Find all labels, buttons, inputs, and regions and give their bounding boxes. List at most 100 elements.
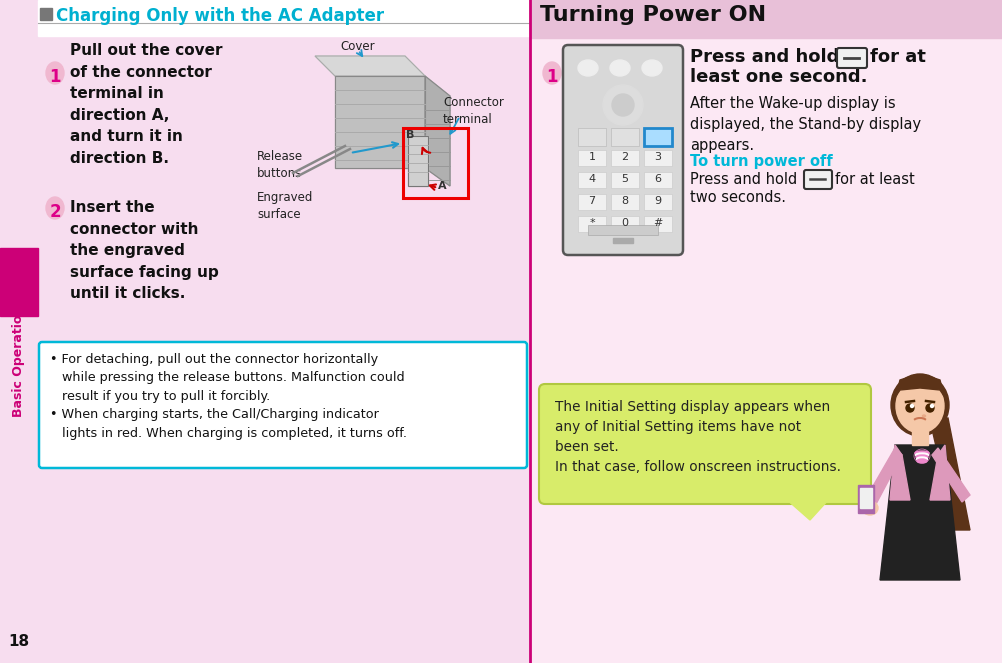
- Text: Turning Power ON: Turning Power ON: [539, 5, 766, 25]
- Text: two seconds.: two seconds.: [689, 190, 786, 205]
- Ellipse shape: [930, 404, 933, 408]
- Bar: [610, 128, 638, 146]
- Bar: [610, 172, 638, 188]
- Text: for at: for at: [869, 48, 925, 66]
- Text: 1: 1: [588, 152, 595, 162]
- Bar: [40, 8, 52, 20]
- FancyBboxPatch shape: [538, 384, 870, 504]
- Bar: [859, 488, 871, 508]
- Ellipse shape: [861, 501, 877, 515]
- Text: Insert the
connector with
the engraved
surface facing up
until it clicks.: Insert the connector with the engraved s…: [70, 200, 218, 302]
- FancyBboxPatch shape: [562, 45, 682, 255]
- Ellipse shape: [577, 60, 597, 76]
- Text: 6: 6: [654, 174, 661, 184]
- FancyBboxPatch shape: [836, 48, 866, 68]
- Ellipse shape: [895, 379, 943, 433]
- Bar: [643, 194, 671, 210]
- Bar: [610, 194, 638, 210]
- FancyBboxPatch shape: [804, 170, 832, 189]
- Bar: [0, 0, 38, 663]
- Ellipse shape: [916, 459, 926, 463]
- Bar: [38, 0, 529, 36]
- Polygon shape: [889, 445, 909, 500]
- Bar: [577, 128, 605, 146]
- Text: 2: 2: [621, 152, 628, 162]
- Polygon shape: [864, 448, 901, 506]
- Text: B: B: [406, 130, 414, 140]
- Text: 7: 7: [588, 196, 595, 206]
- Ellipse shape: [609, 60, 629, 76]
- Bar: [643, 128, 671, 146]
- FancyBboxPatch shape: [39, 342, 526, 468]
- Ellipse shape: [916, 457, 927, 461]
- Polygon shape: [315, 56, 425, 76]
- Bar: [612, 238, 632, 243]
- Bar: [577, 194, 605, 210]
- Ellipse shape: [910, 404, 913, 408]
- Ellipse shape: [641, 60, 661, 76]
- Bar: [857, 485, 873, 513]
- Ellipse shape: [915, 455, 927, 459]
- Bar: [587, 225, 657, 235]
- Bar: [403, 128, 468, 198]
- Text: The Initial Setting display appears when
any of Initial Setting items have not
b: The Initial Setting display appears when…: [554, 400, 840, 474]
- Ellipse shape: [925, 404, 933, 412]
- Text: 8: 8: [621, 196, 628, 206]
- Text: 18: 18: [8, 634, 29, 648]
- Text: Cover: Cover: [340, 40, 375, 53]
- Bar: [577, 150, 605, 166]
- Bar: [643, 128, 671, 146]
- Bar: [911, 430, 927, 445]
- Text: 0: 0: [621, 218, 628, 228]
- Bar: [408, 136, 428, 186]
- Polygon shape: [785, 498, 830, 520]
- Text: • When charging starts, the Call/Charging indicator
   lights in red. When charg: • When charging starts, the Call/Chargin…: [50, 408, 407, 440]
- Bar: [577, 172, 605, 188]
- Polygon shape: [929, 418, 969, 530]
- Text: Engraved
surface: Engraved surface: [257, 191, 313, 221]
- Text: Press and hold: Press and hold: [689, 48, 839, 66]
- Text: 5: 5: [621, 174, 628, 184]
- Ellipse shape: [922, 415, 925, 417]
- Text: *: *: [588, 218, 594, 228]
- Bar: [610, 150, 638, 166]
- Text: 3: 3: [654, 152, 661, 162]
- Bar: [0, 248, 38, 316]
- Bar: [529, 0, 1002, 663]
- Bar: [577, 216, 605, 232]
- Bar: [0, 0, 529, 663]
- Polygon shape: [425, 76, 450, 186]
- Bar: [643, 172, 671, 188]
- Text: A: A: [438, 181, 446, 191]
- Text: least one second.: least one second.: [689, 68, 867, 86]
- Text: After the Wake-up display is
displayed, the Stand-by display
appears.: After the Wake-up display is displayed, …: [689, 96, 920, 153]
- Ellipse shape: [542, 62, 560, 84]
- Ellipse shape: [611, 94, 633, 116]
- Text: • For detaching, pull out the connector horizontally
   while pressing the relea: • For detaching, pull out the connector …: [50, 353, 404, 403]
- Ellipse shape: [46, 197, 64, 219]
- Bar: [643, 150, 671, 166]
- Polygon shape: [895, 375, 943, 396]
- Ellipse shape: [915, 453, 928, 457]
- Text: 9: 9: [653, 196, 661, 206]
- Polygon shape: [879, 445, 959, 580]
- Text: Pull out the cover
of the connector
terminal in
direction A,
and turn it in
dire: Pull out the cover of the connector term…: [70, 43, 222, 166]
- Ellipse shape: [890, 374, 948, 436]
- Text: 4: 4: [588, 174, 595, 184]
- Ellipse shape: [905, 404, 913, 412]
- Ellipse shape: [602, 85, 642, 125]
- Bar: [610, 216, 638, 232]
- Ellipse shape: [46, 62, 64, 84]
- Bar: [643, 216, 671, 232]
- Bar: [408, 136, 428, 186]
- Text: Basic Operation: Basic Operation: [12, 306, 25, 417]
- Text: Release
buttons: Release buttons: [257, 150, 303, 180]
- Text: for at least: for at least: [835, 172, 914, 187]
- Polygon shape: [931, 448, 969, 502]
- Text: #: #: [652, 218, 662, 228]
- Text: 1: 1: [49, 68, 61, 86]
- Polygon shape: [335, 76, 425, 168]
- Polygon shape: [929, 445, 949, 500]
- Bar: [529, 0, 1002, 38]
- Text: 2: 2: [49, 203, 61, 221]
